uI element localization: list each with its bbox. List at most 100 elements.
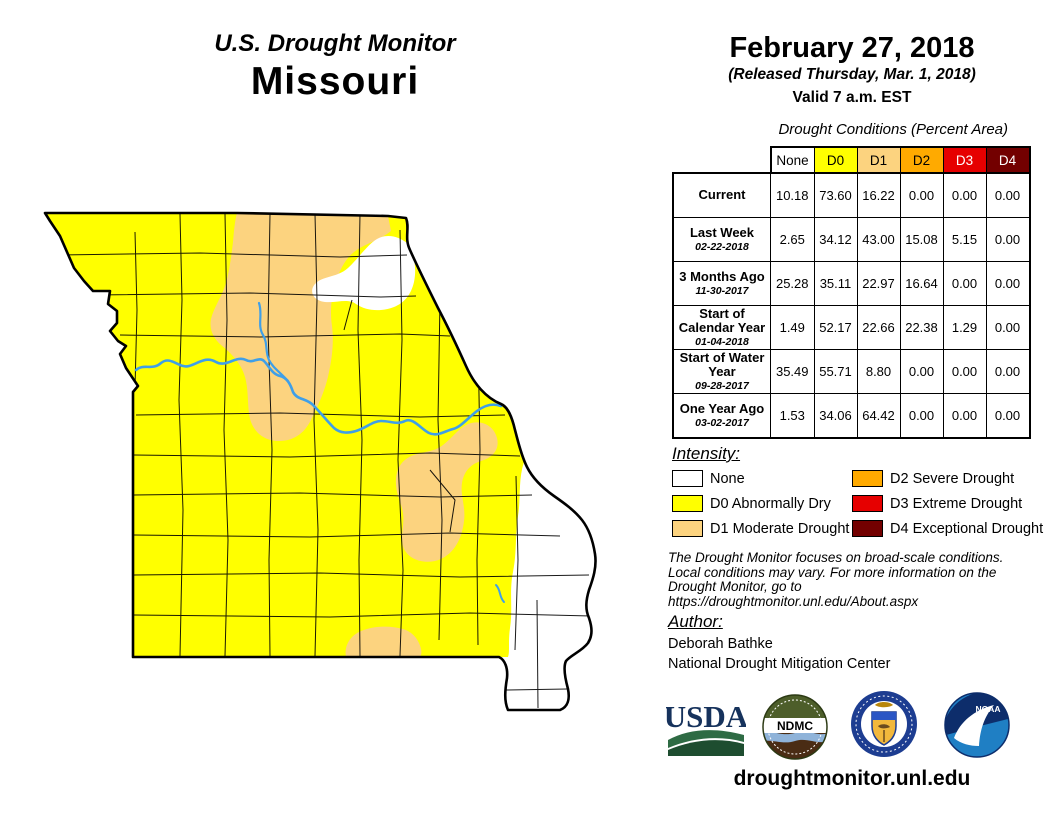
cell-value: 0.00 [899,349,944,394]
table-header-row: None D0 D1 D2 D3 D4 [673,146,1031,174]
row-label: 3 Months Ago 11-30-2017 [672,261,771,306]
svg-text:USDA: USDA [666,700,746,734]
drought-conditions-table: None D0 D1 D2 D3 D4 Current 10.18 73.60 … [672,146,1031,439]
site-url: droughtmonitor.unl.edu [733,767,971,790]
map-area-d1-east [395,422,498,562]
cell-value: 43.00 [856,217,901,262]
cell-value: 0.00 [985,393,1031,439]
cell-value: 2.65 [770,217,815,262]
row-label: Last Week 02-22-2018 [672,217,771,262]
usda-logo: USDA [666,700,746,756]
usda-swoosh-lower [668,740,744,756]
cell-value: 35.49 [770,349,815,394]
missouri-river [134,301,505,603]
cell-value: 8.80 [856,349,901,394]
author-heading: Author: [668,612,723,631]
valid-time: Valid 7 a.m. EST [792,89,912,106]
legend-item-none: None [672,466,852,491]
cell-value: 34.12 [813,217,858,262]
disclaimer: The Drought Monitor focuses on broad-sca… [668,550,1004,609]
cell-value: 64.42 [856,393,901,439]
col-header-d2: D2 [899,146,944,174]
cell-value: 34.06 [813,393,858,439]
cell-value: 15.08 [899,217,944,262]
legend-item-d4: D4 Exceptional Drought [852,516,1044,541]
cell-value: 0.00 [985,305,1031,350]
cell-value: 0.00 [899,393,944,439]
legend-swatch-d0 [672,495,703,512]
map-area-none-northeast [312,236,416,311]
legend-swatch-d2 [852,470,883,487]
col-header-d1: D1 [856,146,901,174]
legend-swatch-d1 [672,520,703,537]
doc-eagle [875,702,893,708]
cell-value: 22.97 [856,261,901,306]
svg-text:NDMC: NDMC [777,719,813,733]
map-area-d1-north [210,213,391,441]
table-row: Last Week 02-22-2018 2.65 34.12 43.00 15.… [672,217,1031,262]
noaa-logo: NOAA [944,692,1010,758]
state-title: Missouri [250,60,420,103]
table-corner-cell [673,147,771,173]
ndmc-logo: NDMC [762,694,828,760]
intensity-legend: None D0 Abnormally Dry D1 Moderate Droug… [672,466,1044,541]
cell-value: 22.38 [899,305,944,350]
cell-value: 55.71 [813,349,858,394]
cell-value: 0.00 [899,172,944,218]
map-area-d1-south [345,626,422,657]
cell-value: 0.00 [985,349,1031,394]
county-boundaries [59,213,592,709]
map-date: February 27, 2018 [729,32,975,64]
table-row: 3 Months Ago 11-30-2017 25.28 35.11 22.97… [672,261,1031,306]
cell-value: 0.00 [942,172,987,218]
legend-item-d0: D0 Abnormally Dry [672,491,852,516]
state-border [43,211,597,712]
cell-value: 25.28 [770,261,815,306]
table-row: Current 10.18 73.60 16.22 0.00 0.00 0.00 [672,172,1031,218]
legend-swatch-d4 [852,520,883,537]
cell-value: 0.00 [985,217,1031,262]
cell-value: 16.64 [899,261,944,306]
table-caption: Drought Conditions (Percent Area) [778,121,1008,138]
svg-text:NOAA: NOAA [975,704,1000,714]
cell-value: 52.17 [813,305,858,350]
table-row: One Year Ago 03-02-2017 1.53 34.06 64.42 … [672,393,1031,439]
release-date: (Released Thursday, Mar. 1, 2018) [728,66,976,83]
author-name: Deborah Bathke [668,636,773,652]
row-label: Current [672,172,771,218]
cell-value: 5.15 [942,217,987,262]
cell-value: 0.00 [985,172,1031,218]
table-row: Start of Calendar Year 01-04-2018 1.49 52… [672,305,1031,350]
legend-swatch-d3 [852,495,883,512]
report-title: U.S. Drought Monitor [214,30,456,57]
author-org: National Drought Mitigation Center [668,656,891,672]
noaa-bird [954,705,994,746]
table-row: Start of Water Year 09-28-2017 35.49 55.7… [672,349,1031,394]
cell-value: 0.00 [985,261,1031,306]
doc-shield [871,711,897,746]
cell-value: 0.00 [942,349,987,394]
cell-value: 1.49 [770,305,815,350]
usda-swoosh-upper [668,730,744,748]
cell-value: 1.53 [770,393,815,439]
legend-item-d2: D2 Severe Drought [852,466,1044,491]
cell-value: 1.29 [942,305,987,350]
col-header-d3: D3 [942,146,987,174]
missouri-drought-map [43,211,597,712]
cell-value: 0.00 [942,261,987,306]
cell-value: 73.60 [813,172,858,218]
map-area-none-southeast [499,430,596,710]
map-area-d0 [45,213,596,710]
legend-heading: Intensity: [672,444,741,463]
legend-swatch-none [672,470,703,487]
col-header-d0: D0 [813,146,858,174]
cell-value: 0.00 [942,393,987,439]
legend-item-d3: D3 Extreme Drought [852,491,1044,516]
row-label: Start of Water Year 09-28-2017 [672,349,771,394]
col-header-none: None [769,146,815,174]
dept-of-commerce-logo [851,691,917,757]
row-label: One Year Ago 03-02-2017 [672,393,771,439]
row-label: Start of Calendar Year 01-04-2018 [672,305,771,350]
cell-value: 16.22 [856,172,901,218]
